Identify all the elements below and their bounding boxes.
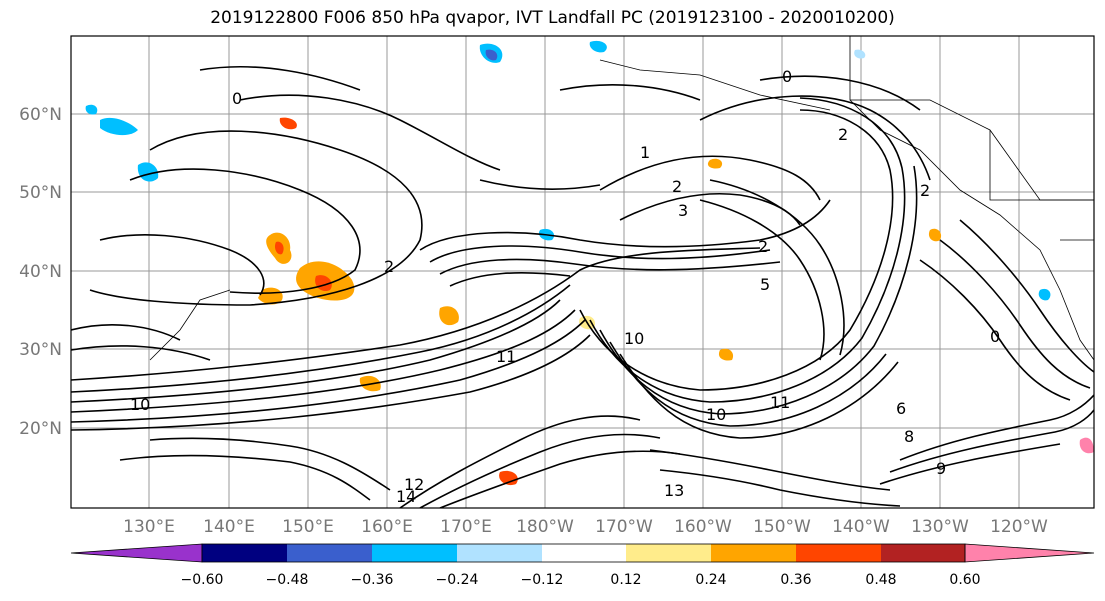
lat-axis: 20°N 30°N 40°N 50°N 60°N	[19, 105, 62, 439]
contour-label: 3	[678, 201, 688, 220]
colorbar-tick-label: 0.60	[949, 572, 980, 588]
contour-label: 2	[672, 177, 682, 196]
colorbar-segment	[287, 544, 372, 562]
contour-label: 5	[760, 275, 770, 294]
contour-label: 10	[130, 395, 150, 414]
contour-label: 6	[896, 399, 906, 418]
lon-tick-label: 170°W	[595, 517, 653, 537]
colorbar-segment	[711, 544, 796, 562]
contour-label: 1	[640, 143, 650, 162]
colorbar-tick-label: 0.48	[865, 572, 896, 588]
lat-tick-label: 50°N	[19, 183, 62, 203]
colorbar-segment	[881, 544, 965, 562]
colorbar-segment	[202, 544, 287, 562]
contour-label: 10	[624, 329, 644, 348]
lon-tick-label: 150°E	[282, 517, 334, 537]
lon-tick-label: 150°W	[753, 517, 811, 537]
colorbar-segment	[372, 544, 457, 562]
lon-tick-label: 180°W	[516, 517, 574, 537]
colorbar-tick-label: 0.12	[610, 572, 641, 588]
contour-label: 2	[758, 237, 768, 256]
contour-label: 0	[782, 67, 792, 86]
contour-labels: 0 0 0 1 2 2 2 2 2 3 5 6 8 9 10 10 10 11 …	[130, 67, 1000, 506]
contour-label: 0	[232, 89, 242, 108]
colorbar-tick-label: −0.60	[181, 572, 224, 588]
contour-label: 14	[396, 487, 416, 506]
colorbar: −0.60 −0.48 −0.36 −0.24 −0.12 0.12 0.24 …	[70, 543, 1095, 588]
colorbar-segment	[457, 544, 542, 562]
colorbar-tick-label: −0.48	[266, 572, 309, 588]
lon-tick-label: 120°W	[990, 517, 1048, 537]
lat-tick-label: 30°N	[19, 340, 62, 360]
lon-tick-label: 140°E	[203, 517, 255, 537]
colorbar-segment	[70, 543, 203, 563]
lon-tick-label: 130°W	[911, 517, 969, 537]
lat-tick-label: 60°N	[19, 105, 62, 125]
lat-tick-label: 20°N	[19, 419, 62, 439]
coastlines	[149, 36, 1094, 361]
lon-axis: 130°E 140°E 150°E 160°E 170°E 180°W 170°…	[123, 517, 1048, 537]
lon-tick-label: 160°W	[674, 517, 732, 537]
colorbar-tick-label: −0.36	[351, 572, 394, 588]
colorbar-segment	[964, 543, 1095, 563]
lat-tick-label: 40°N	[19, 262, 62, 282]
contour-label: 0	[990, 327, 1000, 346]
colorbar-border	[201, 543, 966, 563]
colorbar-tick-label: −0.24	[436, 572, 479, 588]
contour-label: 12	[404, 475, 424, 494]
contour-label: 11	[496, 347, 516, 366]
map-title: 2019122800 F006 850 hPa qvapor, IVT Land…	[210, 8, 895, 28]
colorbar-segment	[796, 544, 881, 562]
map-panel	[71, 36, 1094, 508]
lon-tick-label: 160°E	[361, 517, 413, 537]
colorbar-tick-label: 0.36	[780, 572, 811, 588]
colorbar-segment	[626, 544, 711, 562]
lon-tick-label: 140°W	[832, 517, 890, 537]
contour-label: 10	[706, 405, 726, 424]
colorbar-segment	[542, 544, 626, 562]
map-border	[70, 35, 1095, 509]
colorbar-tick-label: −0.12	[521, 572, 564, 588]
contour-label: 2	[920, 181, 930, 200]
contour-label: 11	[770, 393, 790, 412]
lon-tick-label: 170°E	[440, 517, 492, 537]
ivt-contours	[71, 65, 1094, 508]
contour-label: 8	[904, 427, 914, 446]
contour-label: 2	[384, 257, 394, 276]
lon-tick-label: 130°E	[123, 517, 175, 537]
colorbar-tick-label: 0.24	[695, 572, 726, 588]
contour-label: 13	[664, 481, 684, 500]
contour-label: 2	[838, 125, 848, 144]
contour-label: 9	[936, 459, 946, 478]
